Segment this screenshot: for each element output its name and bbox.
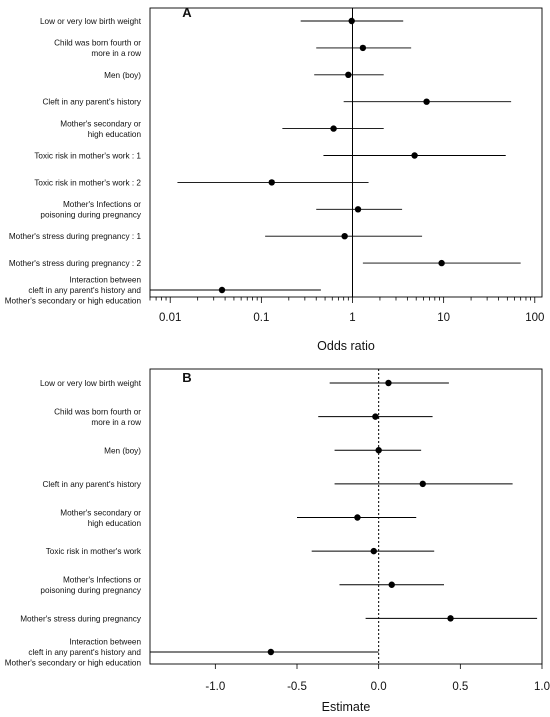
forest-row: Mother's stress during pregnancy : 1	[9, 232, 423, 241]
point-estimate	[372, 413, 379, 420]
x-tick-label: 0.0	[371, 681, 387, 693]
point-estimate	[330, 125, 337, 132]
point-estimate	[267, 648, 275, 656]
point-estimate	[341, 233, 348, 240]
row-label: Mother's stress during pregnancy : 2	[9, 259, 142, 268]
plot-frame	[149, 368, 543, 665]
point-estimate	[447, 615, 454, 622]
point-estimate	[359, 44, 367, 52]
forest-row: Mother's stress during pregnancy : 2	[9, 259, 521, 268]
forest-row: Cleft in any parent's history	[43, 480, 513, 489]
point-estimate	[419, 480, 426, 488]
point-estimate	[268, 179, 275, 186]
point-estimate	[354, 206, 362, 213]
point-estimate	[218, 286, 226, 294]
row-label: cleft in any parent's history and	[28, 286, 141, 295]
row-label: Interaction between	[70, 276, 142, 285]
x-tick-label: 0.01	[159, 312, 181, 324]
point-estimate	[438, 259, 445, 267]
forest-row: Mother's secondary or high education	[60, 508, 417, 528]
row-label: Toxic risk in mother's work : 1	[34, 152, 141, 161]
forest-row: Low or very low birth weight	[40, 17, 404, 26]
forest-row: Cleft in any parent's history	[43, 98, 512, 107]
x-tick-label: 0.5	[452, 681, 468, 693]
forest-row: Mother's secondary or high education	[60, 119, 384, 139]
row-label: Cleft in any parent's history	[43, 98, 142, 107]
point-estimate	[423, 98, 430, 105]
row-label: more in a row	[91, 418, 141, 427]
forest-row: Mother's Infections or poisoning during p…	[40, 200, 403, 220]
point-estimate	[411, 152, 418, 159]
forest-row: Men (boy)	[104, 71, 384, 80]
point-estimate	[370, 547, 377, 555]
row-label: Men (boy)	[104, 71, 141, 80]
panel-title: B	[182, 370, 191, 385]
forest-row: Low or very low birth weight	[40, 379, 449, 388]
forest-row: Men (boy)	[104, 446, 422, 455]
row-label: Toxic risk in mother's work : 2	[34, 178, 141, 187]
forest-row: Toxic risk in mother's work : 2	[34, 178, 369, 187]
row-label: Mother's secondary or high education	[5, 297, 142, 306]
plot-frame	[149, 7, 543, 298]
x-tick-label: 10	[437, 312, 450, 324]
x-tick-label: 0.1	[253, 312, 269, 324]
panel-title: A	[182, 5, 192, 20]
point-estimate	[385, 379, 392, 387]
row-label: Child was born fourth or	[54, 39, 141, 48]
row-label: more in a row	[91, 49, 141, 58]
row-label: Mother's stress during pregnancy	[20, 614, 142, 623]
panel-a: A 0.01 0.1 1 10 100 Odds ratio Low or very low …	[5, 5, 545, 353]
x-tick-label: 1.0	[534, 681, 550, 693]
x-tick-label: 100	[525, 312, 544, 324]
row-label: Mother's secondary or high education	[5, 659, 142, 668]
row-label: cleft in any parent's history and	[28, 648, 141, 657]
row-label: Cleft in any parent's history	[43, 480, 142, 489]
row-label: Mother's secondary or	[60, 119, 141, 128]
row-label: poisoning during pregnancy	[40, 586, 142, 595]
point-estimate	[348, 17, 355, 25]
point-estimate	[354, 514, 361, 521]
row-label: Low or very low birth weight	[40, 379, 142, 388]
point-estimate	[375, 447, 382, 454]
row-label: Mother's Infections or	[63, 576, 141, 585]
row-label: Mother's secondary or	[60, 508, 141, 517]
panel-b: B -1.0 -0.5 0.0 0.5 1.0 Estimate Low or very lo…	[5, 368, 550, 714]
row-label: Low or very low birth weight	[40, 17, 142, 26]
point-estimate	[388, 581, 395, 588]
x-axis-title: Odds ratio	[317, 339, 375, 353]
row-label: Interaction between	[70, 638, 142, 647]
forest-row: Mother's stress during pregnancy	[20, 614, 538, 623]
row-label: Mother's Infections or	[63, 200, 141, 209]
row-label: Toxic risk in mother's work	[46, 547, 142, 556]
row-label: high education	[88, 519, 142, 528]
x-tick-label: -0.5	[287, 681, 307, 693]
row-label: Child was born fourth or	[54, 407, 141, 416]
row-label: poisoning during pregnancy	[40, 211, 142, 220]
x-tick-label: -1.0	[205, 681, 225, 693]
forest-row: Toxic risk in mother's work	[46, 547, 435, 556]
forest-row: Toxic risk in mother's work : 1	[34, 152, 506, 161]
row-label: Mother's stress during pregnancy : 1	[9, 232, 142, 241]
row-label: Men (boy)	[104, 446, 141, 455]
point-estimate	[345, 71, 352, 79]
x-tick-label: 1	[349, 312, 355, 324]
forest-row: Child was born fourth or more in a row	[54, 407, 433, 427]
x-axis-title: Estimate	[322, 700, 371, 714]
row-label: high education	[88, 130, 142, 139]
